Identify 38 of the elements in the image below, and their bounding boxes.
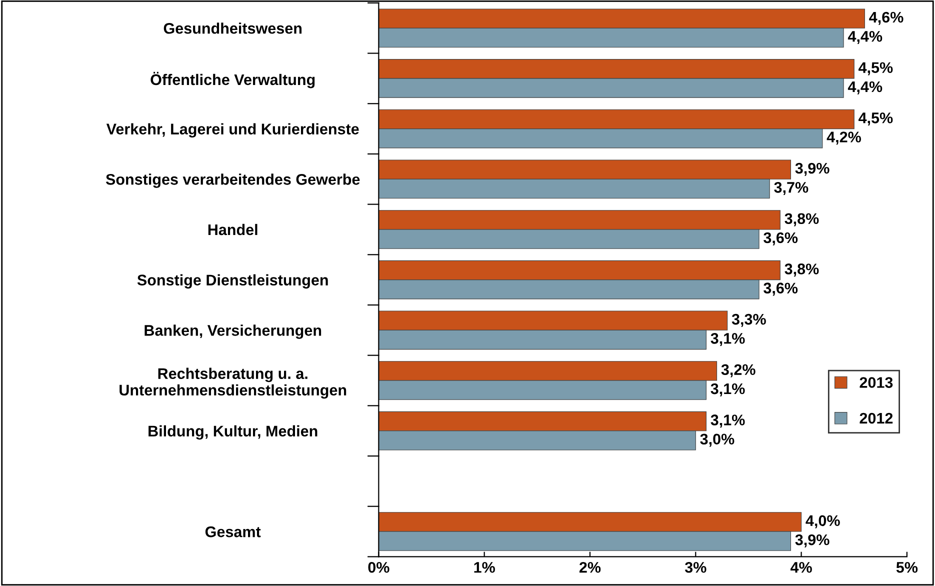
y-tick-label: Verkehr, Lagerei und Kurierdienste <box>106 123 359 138</box>
data-label: 3,7% <box>774 182 808 196</box>
x-tick-label: 0% <box>368 562 390 573</box>
data-label: 3,8% <box>784 264 819 277</box>
data-label: 3,6% <box>764 282 798 296</box>
data-label: 3,1% <box>710 383 745 396</box>
y-tick-label: Rechtsberatung u. a. Unternehmensdienstleistungen <box>120 368 346 399</box>
data-label: 3,9% <box>795 162 830 176</box>
data-label: 4,6% <box>869 12 904 25</box>
data-label: 3,9% <box>795 534 830 548</box>
data-label: 3,1% <box>710 333 745 346</box>
legend-label: 2012 <box>860 412 893 424</box>
x-tick-label: 5% <box>896 562 918 573</box>
y-tick-label: Gesamt <box>205 526 261 538</box>
y-tick-label: Sonstiges verarbeitendes Gewerbe <box>106 174 360 188</box>
y-tick-label: Banken, Versicherungen <box>144 324 322 339</box>
x-tick-label: 4% <box>790 562 812 573</box>
data-label: 3,3% <box>732 314 766 327</box>
data-label: 3,2% <box>721 364 756 378</box>
data-label: 4,2% <box>826 132 862 145</box>
y-tick-label: Gesundheitswesen <box>164 22 302 34</box>
y-tick-label: Handel <box>208 224 258 236</box>
data-label: 3,6% <box>764 232 798 246</box>
y-tick-label: Bildung, Kultur, Medien <box>148 425 318 440</box>
x-tick-label: 3% <box>684 562 706 573</box>
x-tick-label: 2% <box>579 562 601 573</box>
y-tick-label: Sonstige Dienstleistungen <box>137 274 328 289</box>
data-label: 3,8% <box>784 213 819 226</box>
data-label: 4,0% <box>806 515 840 528</box>
data-label: 3,0% <box>700 434 734 447</box>
data-label: 4,4% <box>848 30 882 44</box>
x-tick-label: 1% <box>474 562 495 573</box>
data-label: 3,1% <box>710 414 745 428</box>
y-tick-label: Öffentliche Verwaltung <box>150 72 315 88</box>
legend-label: 2013 <box>860 377 893 388</box>
data-label: 4,5% <box>858 62 893 76</box>
data-label: 4,4% <box>848 81 882 94</box>
data-label: 4,5% <box>858 112 893 126</box>
